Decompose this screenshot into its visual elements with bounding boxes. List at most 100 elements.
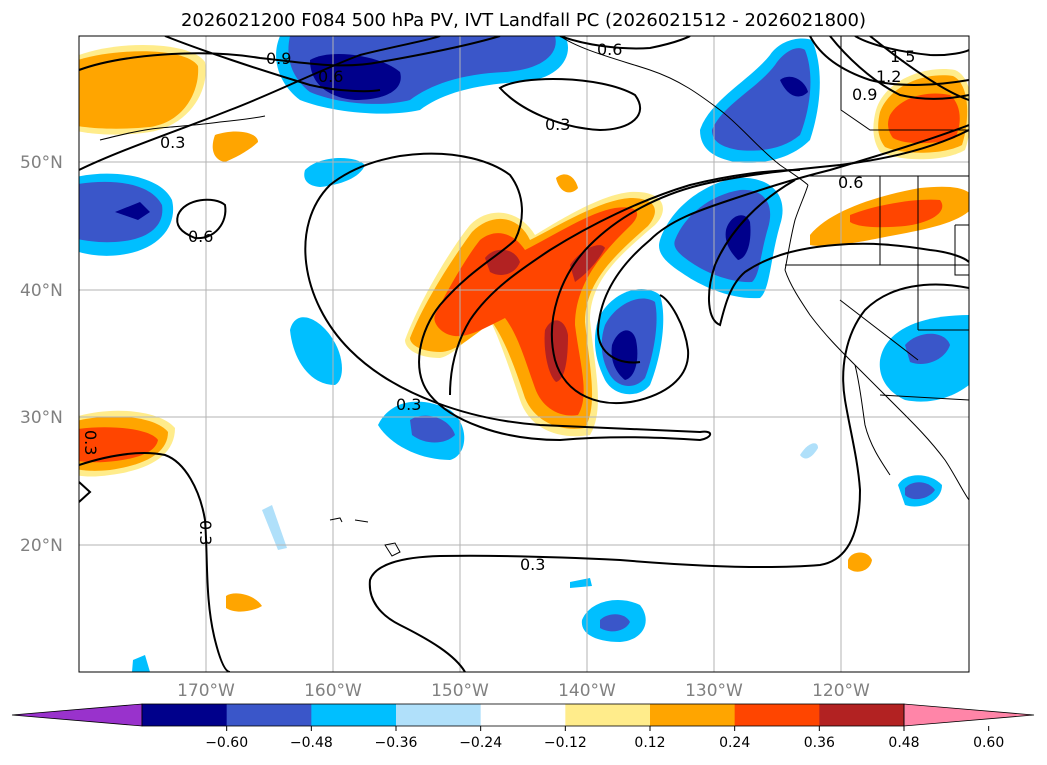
colorbar-tick-label: 0.36 — [804, 735, 835, 751]
baja-coast — [854, 364, 891, 476]
colorbar-tick-label: 0.24 — [719, 735, 750, 751]
colorbar — [11, 703, 1035, 727]
colorbar-tick-label: −0.48 — [290, 735, 333, 751]
colorbar-extend-low — [11, 703, 143, 727]
contour-1.2-east — [809, 36, 969, 86]
negative-anomaly-west-core — [115, 202, 150, 220]
negative-anomaly-subtropical-core — [410, 415, 455, 443]
contour-label-1.2: 1.2 — [876, 67, 901, 86]
contour-1.5-east — [854, 36, 969, 57]
hawaii-1 — [329, 517, 343, 523]
colorbar-tick-label: −0.12 — [544, 735, 587, 751]
latitude-labels: 50°N 40°N 30°N 20°N — [20, 153, 63, 556]
contour-label-0.3-north: 0.3 — [545, 115, 570, 134]
colorbar-tick-label: 0.12 — [634, 735, 665, 751]
positive-anomaly-small-4 — [226, 593, 262, 612]
lon-label-140w: 140°W — [558, 681, 616, 701]
colorbar-segment — [819, 704, 905, 726]
colorbar-tick-label: −0.36 — [375, 735, 418, 751]
colorbar-tick-label: −0.60 — [205, 735, 248, 751]
contour-label-0.9-west: 0.9 — [266, 49, 291, 68]
positive-anomaly-small-1 — [212, 131, 258, 162]
ivt-contours — [79, 36, 969, 672]
positive-anomaly-great-basin-core — [850, 199, 943, 228]
lat-label-40n: 40°N — [20, 281, 63, 301]
lon-label-160w: 160°W — [304, 681, 362, 701]
contour-0.3-south — [368, 283, 969, 672]
shaded-anomalies — [79, 36, 969, 672]
positive-anomaly-small-2 — [556, 174, 578, 193]
negative-anomaly-baja-core — [905, 482, 935, 500]
longitude-labels: 170°W 160°W 150°W 140°W 130°W 120°W — [177, 681, 870, 701]
negative-anomaly-small-5 — [570, 578, 592, 588]
colorbar-segment — [396, 704, 482, 726]
contour-0.3-closed-north — [498, 77, 642, 132]
contour-label-0.3-central: 0.3 — [396, 395, 421, 414]
colorbar-segment — [311, 704, 397, 726]
lon-label-130w: 130°W — [685, 681, 743, 701]
contour-label-1.5: 1.5 — [890, 47, 915, 66]
lat-label-30n: 30°N — [20, 408, 63, 428]
colorbar-tick-label: −0.24 — [459, 735, 502, 751]
positive-anomaly-small-3 — [848, 552, 872, 572]
state-border-6 — [954, 224, 969, 276]
contour-label-0.9-east: 0.9 — [852, 85, 877, 104]
contour-0.3-loop — [304, 152, 712, 442]
bc-coast — [784, 184, 809, 271]
map-title: 2026021200 F084 500 hPa PV, IVT Landfall… — [180, 10, 867, 31]
negative-anomaly-east-central-core — [611, 330, 638, 380]
negative-anomaly-small-3 — [800, 443, 818, 459]
state-border-4 — [839, 299, 919, 361]
contour-0.9-north — [79, 36, 501, 71]
borders — [785, 36, 969, 401]
west-coast — [784, 269, 969, 501]
contour-0.6-coastal — [708, 179, 969, 327]
colorbar-tick-label: 0.60 — [973, 735, 1004, 751]
positive-anomaly-rockies-core — [888, 93, 960, 144]
contour-label-0.3-northwest: 0.3 — [160, 133, 185, 152]
us-mexico-border — [879, 394, 969, 401]
contour-0.6-closed-west — [176, 198, 227, 240]
contour-0.6-gulf — [559, 36, 691, 50]
colorbar-segment — [734, 704, 820, 726]
contour-0.3-south-west — [79, 452, 231, 672]
contour-labels: 0.9 0.6 0.6 0.3 0.3 0.6 1.5 1.2 0.9 0.6 … — [81, 40, 915, 574]
negative-anomaly-small-2 — [262, 505, 287, 550]
contour-label-0.3-south: 0.3 — [520, 555, 545, 574]
negative-anomaly-tropical-core — [600, 614, 630, 632]
positive-anomaly-nw-core — [79, 51, 199, 129]
lon-label-150w: 150°W — [431, 681, 489, 701]
contour-label-0.6-gulf: 0.6 — [597, 40, 622, 59]
negative-anomaly-gulf-alaska-core — [780, 76, 808, 97]
map-frame — [78, 35, 970, 673]
negative-anomaly-offshore-core — [725, 215, 751, 260]
colorbar-segment — [226, 704, 312, 726]
colorbar-segment — [650, 704, 736, 726]
lat-label-20n: 20°N — [20, 536, 63, 556]
colorbar-outline — [141, 703, 905, 727]
negative-anomaly-small-1 — [304, 158, 365, 187]
lat-label-50n: 50°N — [20, 153, 63, 173]
lon-label-120w: 120°W — [812, 681, 870, 701]
alaska-canada-border — [840, 36, 969, 131]
contour-0.6-north — [79, 36, 441, 171]
positive-anomaly-central-core-2 — [544, 320, 568, 382]
colorbar-tick-labels: −0.60 −0.48 −0.36 −0.24 −0.12 0.12 0.24 0.36 0.4… — [205, 726, 1004, 751]
hawaii-2 — [354, 519, 369, 523]
negative-anomaly-small-4 — [132, 655, 150, 672]
contour-label-0.6-north: 0.6 — [318, 67, 343, 86]
colorbar-extend-high — [903, 703, 1035, 727]
alaska-coast — [559, 36, 809, 186]
contour-0.3-southwest-arc — [79, 481, 92, 503]
contour-label-0.6-west: 0.6 — [188, 227, 213, 246]
lon-label-170w: 170°W — [177, 681, 235, 701]
negative-anomaly-offshore-mid — [674, 189, 771, 283]
contour-0.6-pacific — [449, 169, 801, 396]
contour-label-0.6-coast: 0.6 — [838, 173, 863, 192]
colorbar-segment — [480, 704, 566, 726]
contour-0.6-gyre-mid — [596, 124, 969, 364]
contour-0.9-east — [829, 36, 969, 100]
hawaii-3 — [384, 542, 401, 557]
contour-label-0.3-southwest: 0.3 — [196, 520, 215, 545]
